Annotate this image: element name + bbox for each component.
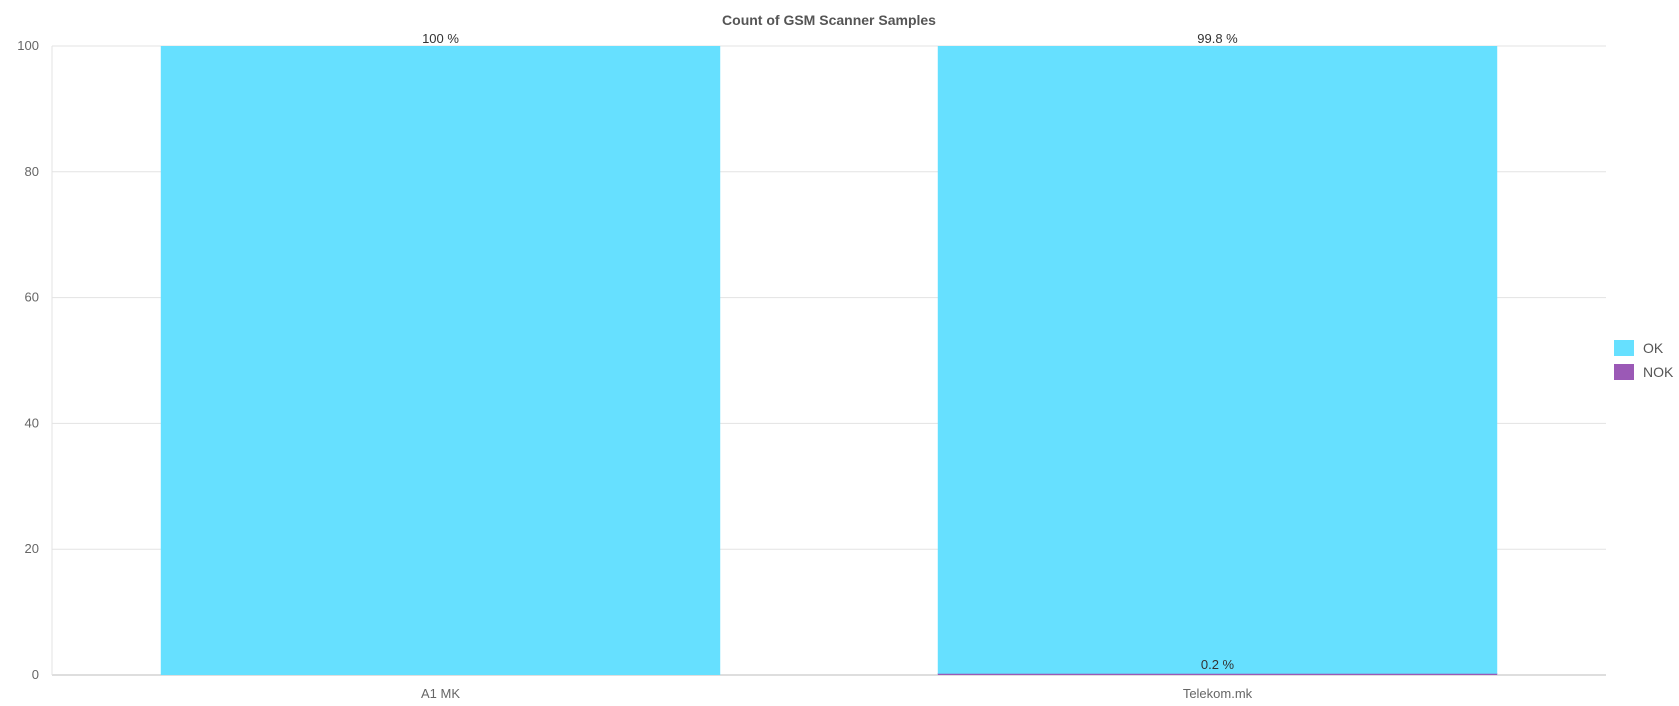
y-tick-label: 60 (25, 290, 39, 305)
legend[interactable]: OK NOK (1614, 340, 1674, 380)
x-category-label: A1 MK (421, 686, 460, 701)
data-labels: 100 % 0.2 % 99.8 % (422, 31, 1238, 672)
bar-nok-1[interactable] (937, 673, 1498, 675)
y-tick-label: 100 (17, 38, 39, 53)
x-axis-categories: A1 MK Telekom.mk (421, 686, 1253, 701)
data-label-ok-1: 99.8 % (1197, 31, 1238, 46)
data-label-nok-1: 0.2 % (1201, 657, 1235, 672)
legend-swatch-nok[interactable] (1614, 364, 1634, 380)
legend-label-nok[interactable]: NOK (1643, 364, 1674, 380)
bar-ok-1[interactable] (937, 46, 1498, 674)
legend-label-ok[interactable]: OK (1643, 340, 1664, 356)
bar-ok-0[interactable] (160, 46, 721, 675)
chart-title: Count of GSM Scanner Samples (722, 12, 936, 28)
legend-swatch-ok[interactable] (1614, 340, 1634, 356)
y-tick-label: 80 (25, 164, 39, 179)
x-category-label: Telekom.mk (1183, 686, 1253, 701)
bars (160, 46, 1498, 675)
y-tick-label: 40 (25, 415, 39, 430)
y-axis-ticks: 0 20 40 60 80 100 (17, 38, 39, 682)
data-label-ok-0: 100 % (422, 31, 459, 46)
y-tick-label: 20 (25, 541, 39, 556)
y-tick-label: 0 (32, 667, 39, 682)
